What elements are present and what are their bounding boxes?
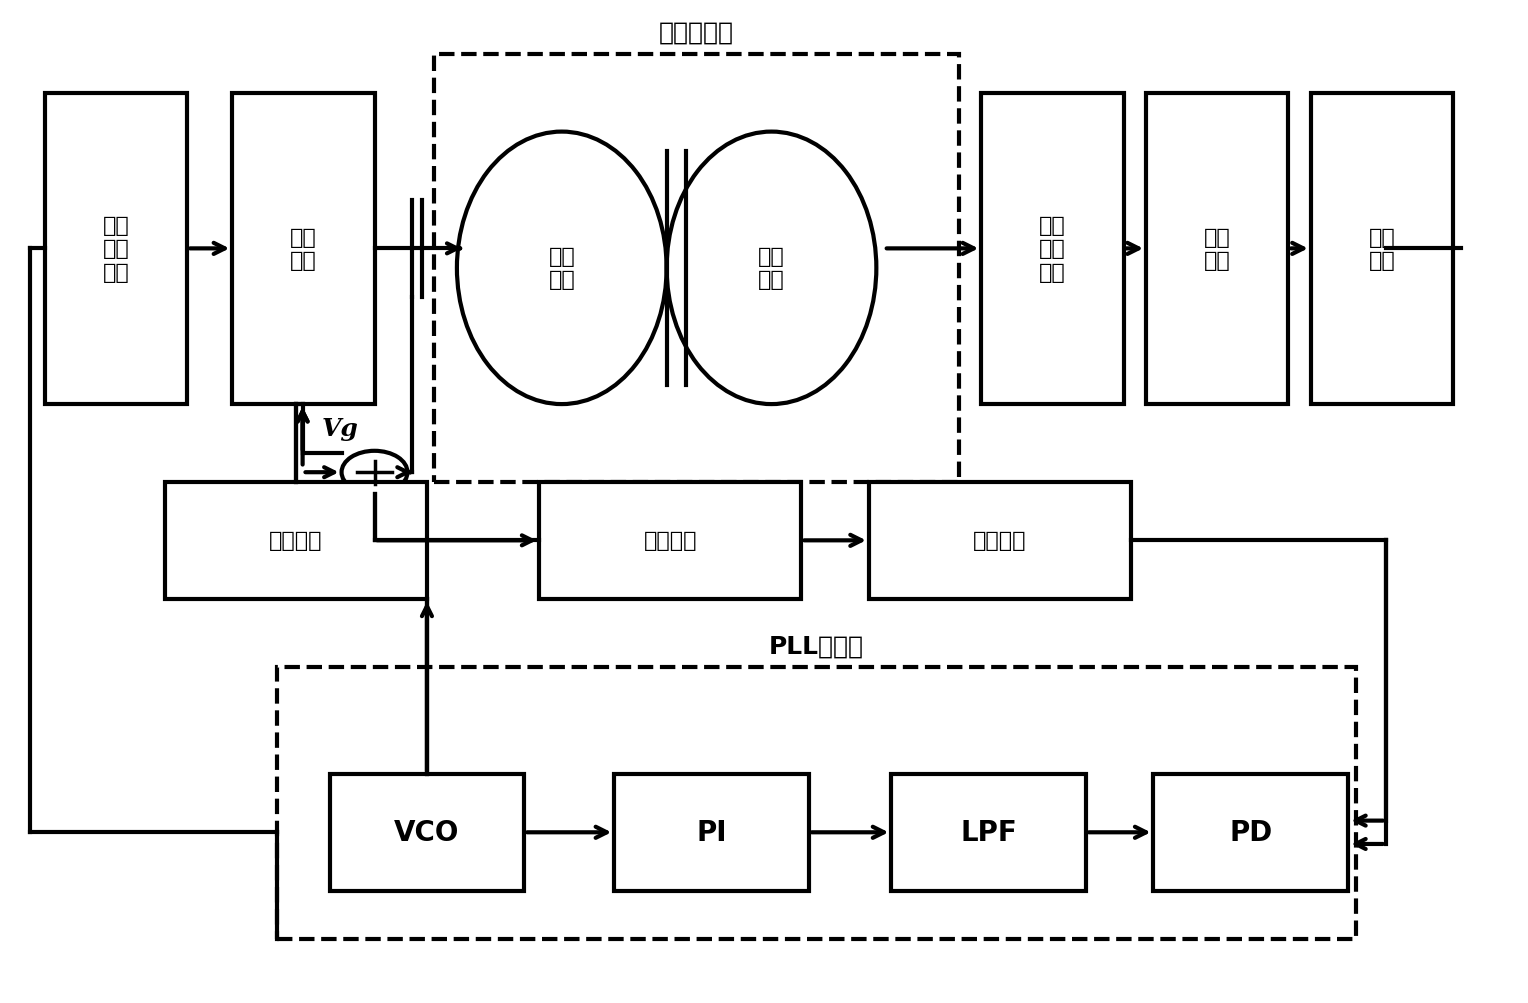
FancyBboxPatch shape bbox=[614, 774, 808, 891]
Text: 功率
调节: 功率 调节 bbox=[1204, 228, 1230, 271]
Ellipse shape bbox=[457, 132, 666, 404]
FancyBboxPatch shape bbox=[44, 93, 188, 404]
Text: 原边
绕组: 原边 绕组 bbox=[549, 247, 575, 290]
Text: VCO: VCO bbox=[394, 818, 460, 847]
Text: 用电
设备: 用电 设备 bbox=[1369, 228, 1395, 271]
FancyBboxPatch shape bbox=[869, 482, 1131, 599]
Text: 高频
整流
滤波: 高频 整流 滤波 bbox=[1039, 216, 1065, 282]
FancyBboxPatch shape bbox=[1146, 93, 1288, 404]
Text: 副边
绕组: 副边 绕组 bbox=[758, 247, 785, 290]
FancyBboxPatch shape bbox=[232, 93, 374, 404]
Text: 驱动电路: 驱动电路 bbox=[269, 531, 322, 551]
Text: 感应耦合器: 感应耦合器 bbox=[659, 21, 733, 45]
Text: PLL锁相环: PLL锁相环 bbox=[769, 634, 863, 657]
Text: 高频
逆变: 高频 逆变 bbox=[290, 228, 316, 271]
FancyBboxPatch shape bbox=[981, 93, 1123, 404]
FancyBboxPatch shape bbox=[330, 774, 524, 891]
Ellipse shape bbox=[666, 132, 877, 404]
FancyBboxPatch shape bbox=[891, 774, 1086, 891]
Text: 工频
整流
滤波: 工频 整流 滤波 bbox=[102, 216, 130, 282]
FancyBboxPatch shape bbox=[539, 482, 802, 599]
Text: Vg: Vg bbox=[322, 417, 359, 441]
FancyBboxPatch shape bbox=[1311, 93, 1453, 404]
FancyBboxPatch shape bbox=[1154, 774, 1348, 891]
Text: PD: PD bbox=[1229, 818, 1273, 847]
Text: PI: PI bbox=[697, 818, 727, 847]
Text: 检测电路: 检测电路 bbox=[643, 531, 697, 551]
FancyBboxPatch shape bbox=[165, 482, 426, 599]
Circle shape bbox=[342, 451, 408, 494]
Text: LPF: LPF bbox=[960, 818, 1018, 847]
Text: 相位补偿: 相位补偿 bbox=[973, 531, 1027, 551]
